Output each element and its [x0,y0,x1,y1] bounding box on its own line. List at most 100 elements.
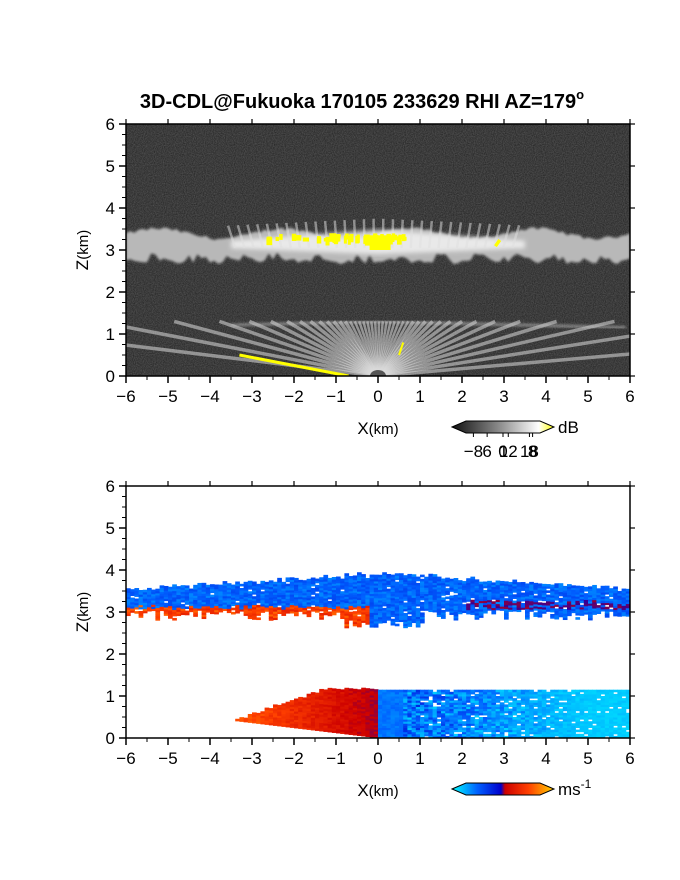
velocity-pixel [407,618,413,621]
velocity-pixel [134,611,140,614]
velocity-pixel [205,597,211,601]
velocity-pixel [567,706,572,710]
velocity-pixel [344,600,350,604]
velocity-pixel [373,574,379,578]
velocity-pixel [214,603,219,607]
velocity-pixel [373,714,379,717]
velocity-pixel [487,717,492,720]
velocity-pixel [201,605,207,609]
velocity-pixel [541,693,547,697]
velocity-pixel [436,606,442,609]
velocity-pixel [541,725,547,728]
velocity-pixel [478,719,484,722]
velocity-pixel [264,709,270,713]
velocity-pixel [289,579,295,582]
velocity-pixel [470,595,476,599]
velocity-pixel [562,714,568,718]
velocity-pixel [621,605,627,608]
velocity-pixel [453,719,459,722]
velocity-pixel [386,590,392,594]
velocity-pixel [386,710,392,714]
velocity-pixel [621,719,627,722]
velocity-pixel [562,604,568,608]
velocity-pixel [604,727,610,731]
velocity-pixel [445,719,450,722]
velocity-pixel [260,713,266,716]
velocity-pixel [550,691,555,695]
velocity-pixel [466,611,471,615]
velocity-pixel [432,693,438,697]
velocity-pixel [382,710,387,714]
velocity-pixel [302,592,308,596]
velocity-pixel [239,596,245,600]
velocity-pixel [625,731,630,735]
velocity-pixel [319,598,324,601]
velocity-pixel [163,588,169,591]
velocity-pixel [378,585,383,588]
velocity-pixel [583,727,589,731]
velocity-pixel [550,586,555,590]
velocity-pixel [625,597,630,600]
velocity-pixel [352,711,358,715]
velocity-pixel [268,590,274,594]
velocity-pixel [243,719,249,723]
velocity-pixel [344,583,350,587]
velocity-pixel [445,596,450,600]
velocity-pixel [441,616,446,619]
velocity-pixel [394,700,400,703]
velocity-pixel [499,717,505,720]
velocity-pixel [365,588,371,592]
velocity-pixel [483,689,488,693]
velocity-pixel [386,717,392,720]
velocity-pixel [617,733,623,737]
velocity-pixel [487,729,492,733]
velocity-pixel [462,702,467,705]
velocity-pixel [487,601,492,605]
velocity-pixel [340,610,345,613]
velocity-pixel [340,578,345,582]
velocity-pixel [525,721,530,724]
velocity-pixel [357,597,362,601]
cloud-ray [352,219,357,248]
cloud-ray [474,223,482,249]
backscatter-colorbar: dB 6 12 18 [450,418,579,461]
velocity-pixel [289,708,295,712]
velocity-pixel [541,708,547,712]
velocity-pixel [357,695,362,699]
velocity-pixel [289,702,295,705]
velocity-pixel [571,608,576,612]
velocity-pixel [520,588,526,591]
velocity-pixel [373,735,379,738]
velocity-pixel [483,725,488,728]
velocity-pixel [466,597,471,600]
velocity-pixel [243,594,249,598]
velocity-pixel [168,593,173,596]
velocity-pixel [478,606,484,610]
velocity-pixel [470,599,476,603]
velocity-pixel [428,586,434,589]
velocity-pixel [348,597,354,600]
velocity-pixel [420,612,425,616]
velocity-pixel [147,594,152,597]
velocity-pixel [495,588,501,592]
velocity-pixel [361,620,366,623]
cloud-ray [255,223,265,249]
velocity-pixel [348,702,354,706]
velocity-pixel [390,719,396,722]
velocity-pixel [411,603,417,607]
velocity-pixel [436,727,442,731]
velocity-pixel [600,723,606,726]
velocity-pixel [306,591,312,595]
velocity-pixel [277,607,282,610]
velocity-pixel [625,700,630,703]
velocity-pixel [546,598,551,602]
velocity-pixel [483,700,488,703]
velocity-pixel [403,587,408,591]
velocity-pixel [369,692,375,696]
velocity-pixel [550,592,555,596]
velocity-pixel [533,723,539,726]
velocity-pixel [310,590,316,593]
velocity-pixel [541,704,547,707]
velocity-pixel [273,704,278,707]
velocity-pixel [319,724,324,728]
